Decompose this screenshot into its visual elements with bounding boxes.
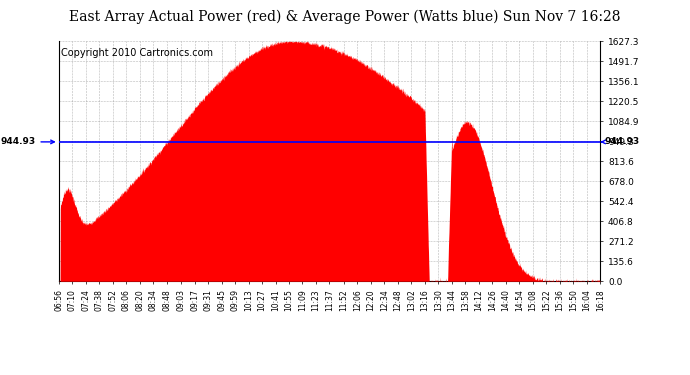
Text: East Array Actual Power (red) & Average Power (Watts blue) Sun Nov 7 16:28: East Array Actual Power (red) & Average … — [69, 9, 621, 24]
Text: Copyright 2010 Cartronics.com: Copyright 2010 Cartronics.com — [61, 48, 213, 58]
Text: 944.93: 944.93 — [602, 137, 640, 146]
Text: 944.93: 944.93 — [0, 137, 55, 146]
